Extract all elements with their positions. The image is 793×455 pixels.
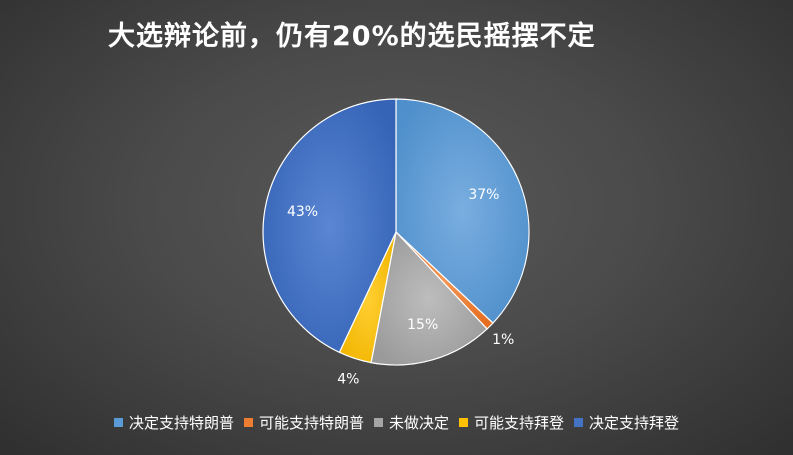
legend-swatch [373,418,383,427]
legend-swatch [243,418,253,427]
pie-slice-decided-trump [395,98,530,324]
legend-swatch [459,418,468,427]
pie-slice-decided-biden [262,98,397,354]
chart-title: 大选辩论前，仍有20%的选民摇摆不定 [108,21,596,52]
legend-label: 可能支持特朗普 [258,414,364,432]
legend: 决定支持特朗普 可能支持特朗普 未做决定 可能支持拜登 决定支持拜登 [0,412,793,433]
legend-item-undecided: 未做决定 [373,412,449,433]
legend-label: 可能支持拜登 [474,414,565,432]
legend-item-decided-biden: 决定支持拜登 [574,412,679,433]
legend-item-decided-trump: 决定支持特朗普 [113,412,234,433]
legend-label: 未做决定 [388,414,449,432]
legend-swatch [574,418,584,427]
legend-item-maybe-biden: 可能支持拜登 [459,412,564,433]
legend-label: 决定支持拜登 [589,414,680,432]
data-label-maybe-trump: 1% [492,332,514,348]
pie-slice-undecided [370,230,488,366]
data-label-maybe-biden: 4% [337,372,359,388]
legend-swatch [113,418,123,427]
legend-label: 决定支持特朗普 [128,414,234,432]
data-label-decided-biden: 43% [287,204,318,220]
legend-item-maybe-trump: 可能支持特朗普 [243,412,364,433]
data-label-decided-trump: 37% [468,187,499,203]
data-label-undecided: 15% [407,317,438,333]
